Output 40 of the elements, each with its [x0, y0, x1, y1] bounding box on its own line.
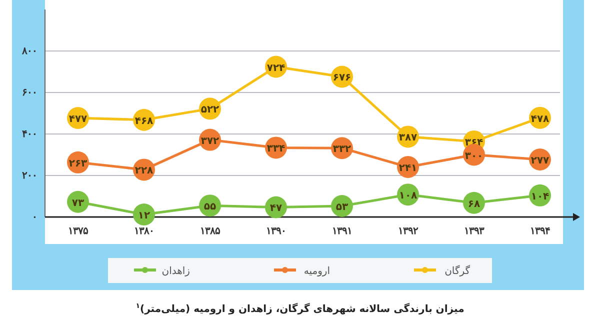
data-label: ۳۸۷	[398, 132, 418, 144]
data-label: ۱۲	[138, 210, 150, 222]
data-label: ۶۷۶	[332, 72, 352, 84]
legend-label: گرگان	[444, 265, 470, 277]
legend-label: زاهدان	[162, 266, 190, 277]
data-label: ۷۳	[72, 198, 84, 209]
data-label: ۳۷۲	[200, 136, 220, 147]
data-label: ۴۷۸	[530, 114, 550, 125]
data-label: ۵۲۲	[200, 104, 220, 116]
y-tick-label: ۶۰۰	[22, 88, 37, 99]
data-label: ۶۸	[468, 198, 480, 210]
data-label: ۳۰۰	[464, 150, 484, 162]
data-label: ۷۲۴	[266, 62, 286, 74]
data-label: ۲۲۸	[134, 166, 154, 177]
x-tick-label: ۱۳۹۴	[530, 226, 550, 238]
x-tick-label: ۱۳۹۰	[266, 226, 286, 238]
y-tick-label: ۸۰۰	[21, 46, 37, 58]
data-label: ۲۴۱	[398, 162, 418, 174]
data-label: ۵۳	[336, 202, 348, 214]
x-tick-label: ۱۳۸۵	[200, 226, 221, 238]
x-tick-label: ۱۳۹۲	[398, 226, 419, 238]
data-label: ۳۳۴	[266, 144, 286, 155]
legend-label: ارومیه	[304, 266, 330, 277]
x-tick-label: ۱۳۷۵	[68, 226, 89, 238]
data-label: ۳۳۲	[332, 144, 352, 156]
x-tick-label: ۱۳۹۱	[332, 226, 352, 238]
x-tick-label: ۱۳۸۰	[134, 226, 154, 238]
data-label: ۲۷۷	[530, 156, 550, 167]
data-label: ۴۷۷	[68, 114, 88, 126]
y-tick-label: ۲۰۰	[22, 170, 37, 182]
x-tick-label: ۱۳۹۳	[464, 226, 485, 238]
data-label: ۴۶۸	[134, 116, 154, 127]
data-label: ۱۰۸	[398, 190, 418, 202]
data-label: ۵۵	[204, 202, 216, 213]
data-label: ۴۷	[270, 203, 282, 214]
y-tick-label: ۰	[32, 212, 37, 224]
y-tick-label: ۴۰۰	[22, 129, 37, 140]
data-label: ۲۶۳	[68, 158, 88, 170]
data-label: ۱۰۴	[530, 191, 550, 202]
text: میزان بارندگی سالانه شهرهای گرگان، زاهدان و ارومیه (میلی‌متر)$^{۱}$	[136, 302, 464, 315]
